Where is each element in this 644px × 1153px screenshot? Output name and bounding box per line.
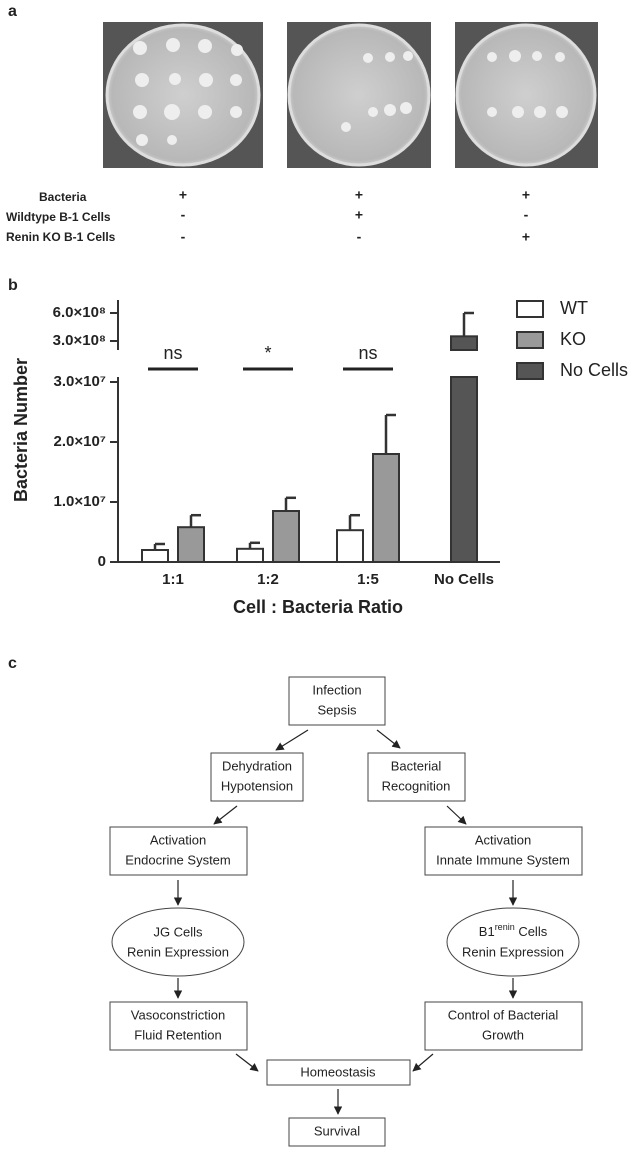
node-label: Fluid Retention	[134, 1027, 221, 1042]
node-label: Endocrine System	[125, 852, 231, 867]
condition-table: Bacteria + + + Wildtype B-1 Cells - + - …	[6, 187, 530, 245]
node-label: Renin Expression	[462, 944, 564, 959]
flowchart: Infection Sepsis Dehydration Hypotension…	[109, 676, 583, 1147]
node	[288, 676, 386, 726]
x-axis-title: Cell : Bacteria Ratio	[233, 597, 403, 617]
node-label: Vasoconstriction	[131, 1007, 225, 1022]
x-tick-label: 1:1	[162, 571, 184, 588]
plate-photo	[103, 22, 263, 168]
x-tick-label: No Cells	[434, 571, 494, 588]
bar	[336, 529, 364, 564]
node-label: Activation	[475, 832, 531, 847]
cell: -	[181, 229, 186, 245]
bar	[450, 376, 478, 563]
x-tick-label: 1:2	[257, 571, 279, 588]
node-label: JG Cells	[153, 924, 203, 939]
y-tick-label: 3.0×10⁷	[54, 373, 107, 390]
legend-swatch	[516, 331, 544, 349]
bar	[272, 510, 300, 563]
y-tick-label: 0	[98, 553, 106, 570]
node	[109, 826, 248, 876]
node-label: Control of Bacterial	[448, 1007, 559, 1022]
plate-photo	[455, 22, 598, 168]
node-label: Sepsis	[317, 702, 357, 717]
arrows	[173, 729, 518, 1115]
legend-swatch	[516, 362, 544, 380]
panel-label: b	[8, 277, 18, 294]
legend-label: KO	[560, 329, 586, 349]
node	[210, 752, 304, 802]
cell: +	[355, 207, 363, 223]
bar	[236, 547, 264, 563]
node	[288, 1117, 386, 1147]
node-label-part: Cells	[515, 924, 548, 939]
node-label: Recognition	[382, 778, 451, 793]
significance-label: ns	[163, 343, 182, 363]
significance-label: *	[264, 343, 271, 363]
bar	[177, 526, 205, 564]
node	[367, 752, 466, 802]
node-label: Renin Expression	[127, 944, 229, 959]
legend-label: WT	[560, 298, 588, 318]
bar	[450, 335, 478, 352]
y-tick-label: 1.0×10⁷	[54, 493, 107, 510]
row-label: Wildtype B-1 Cells	[6, 210, 111, 224]
significance-label: ns	[358, 343, 377, 363]
bar	[141, 549, 169, 563]
panel-label: c	[8, 655, 17, 672]
legend-label: No Cells	[560, 360, 628, 380]
node-label: Homeostasis	[300, 1064, 376, 1079]
node-label: Dehydration	[222, 758, 292, 773]
y-tick-label: 3.0×10⁸	[53, 332, 106, 349]
node	[266, 1059, 411, 1086]
node-label-part: B1	[479, 924, 495, 939]
cell: -	[181, 207, 186, 223]
cell: +	[355, 187, 363, 203]
cell: +	[522, 187, 530, 203]
node-label: Activation	[150, 832, 206, 847]
x-tick-label: 1:5	[357, 571, 379, 588]
node-label: Survival	[314, 1123, 360, 1138]
y-tick-label: 2.0×10⁷	[54, 433, 107, 450]
bar-chart: 0 1.0×10⁷ 2.0×10⁷ 3.0×10⁷ 3.0×10⁸ 6.0×10⁸ 1:1 1…	[11, 298, 628, 617]
node	[111, 907, 245, 977]
bar	[372, 453, 400, 563]
y-tick-label: 6.0×10⁸	[53, 304, 106, 321]
cell: +	[179, 187, 187, 203]
node-label: Infection	[312, 682, 361, 697]
cell: -	[357, 229, 362, 245]
row-label: Bacteria	[39, 190, 87, 204]
node-label: Growth	[482, 1027, 524, 1042]
node	[424, 826, 583, 876]
node	[446, 907, 580, 977]
node	[109, 1001, 248, 1051]
node	[424, 1001, 583, 1051]
plate-photo	[287, 22, 431, 168]
node-label: Hypotension	[221, 778, 293, 793]
panel-label: a	[8, 3, 17, 20]
node-label: Innate Immune System	[436, 852, 570, 867]
superscript: renin	[495, 922, 515, 932]
y-axis-title: Bacteria Number	[11, 358, 31, 502]
node-label: B1renin Cells	[479, 922, 548, 939]
node-label: Bacterial	[391, 758, 442, 773]
legend-swatch	[516, 300, 544, 318]
row-label: Renin KO B-1 Cells	[6, 230, 116, 244]
cell: +	[522, 229, 530, 245]
cell: -	[524, 207, 529, 223]
